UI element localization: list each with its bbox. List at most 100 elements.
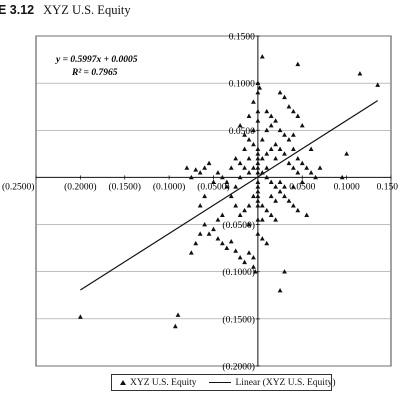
data-point-142 <box>246 113 252 118</box>
y-tick-label-1: 0.1000 <box>229 80 255 90</box>
data-point-44 <box>277 89 283 95</box>
data-point-47 <box>295 113 301 118</box>
data-point-56 <box>264 174 270 180</box>
data-point-67 <box>255 217 261 222</box>
data-point-33 <box>282 132 287 137</box>
x-tick-label-7: 0.150 <box>377 182 399 192</box>
data-point-7 <box>255 80 261 85</box>
data-point-48 <box>273 141 279 147</box>
data-point-99 <box>242 132 247 137</box>
data-point-8 <box>206 160 212 166</box>
data-point-75 <box>211 226 216 232</box>
data-point-93 <box>264 240 270 246</box>
data-point-141 <box>264 108 270 114</box>
data-point-2 <box>172 323 178 329</box>
data-point-82 <box>219 240 225 246</box>
data-point-131 <box>339 174 345 180</box>
data-point-119 <box>277 287 283 293</box>
gridlines <box>36 35 391 367</box>
data-point-58 <box>273 184 279 189</box>
data-point-37 <box>299 160 305 166</box>
data-point-112 <box>255 203 261 208</box>
data-point-133 <box>197 203 203 208</box>
legend-item-linear: Linear (XYZ U.S. Equity) <box>197 378 336 388</box>
legend-label-series: XYZ U.S. Equity <box>130 377 197 388</box>
data-point-41 <box>317 165 323 170</box>
data-point-83 <box>224 245 230 250</box>
data-point-45 <box>286 104 292 109</box>
data-point-6 <box>375 82 381 87</box>
data-point-18 <box>228 165 234 170</box>
figure-number: E 3.12 <box>0 3 35 17</box>
x-tick-label-1: (0.2000) <box>64 181 96 192</box>
data-point-27 <box>255 89 261 95</box>
data-point-97 <box>264 165 270 170</box>
data-point-12 <box>184 165 190 170</box>
data-point-95 <box>273 198 279 203</box>
tick-labels: (0.2500) (0.2000) (0.1500) (0.1000) (0.0500)… <box>2 33 398 373</box>
data-point-121 <box>251 264 256 269</box>
y-tick-label-2: 0.0500 <box>229 127 255 137</box>
data-point-136 <box>237 174 243 180</box>
regression-equation: y = 0.5997x + 0.0005 <box>55 55 138 65</box>
x-tick-label-5: 0.0500 <box>289 182 315 192</box>
data-point-134 <box>246 155 252 161</box>
data-point-36 <box>295 155 301 161</box>
data-point-118 <box>268 212 274 217</box>
data-point-68 <box>246 221 252 227</box>
data-point-84 <box>228 238 234 244</box>
data-point-105 <box>255 165 261 170</box>
data-point-51 <box>259 155 265 161</box>
x-tick-label-4: (0.0500) <box>197 181 229 192</box>
data-point-101 <box>251 141 256 147</box>
data-point-1 <box>175 312 181 317</box>
data-point-117 <box>264 207 270 213</box>
data-point-52 <box>255 160 261 166</box>
data-point-124 <box>286 160 292 166</box>
data-point-108 <box>255 184 261 189</box>
legend: XYZ U.S. Equity Linear (XYZ U.S. Equity) <box>111 374 336 391</box>
data-point-61 <box>286 198 292 203</box>
data-point-28 <box>257 85 263 90</box>
data-point-35 <box>290 146 296 151</box>
data-point-39 <box>308 170 314 175</box>
data-point-137 <box>233 184 239 189</box>
data-point-71 <box>228 193 234 199</box>
data-point-89 <box>251 254 256 260</box>
data-point-109 <box>255 188 261 194</box>
data-point-96 <box>277 179 283 184</box>
axes <box>35 35 392 367</box>
data-point-11 <box>193 167 199 172</box>
data-point-132 <box>202 193 208 199</box>
data-points <box>77 54 381 329</box>
data-point-60 <box>282 193 287 199</box>
data-point-87 <box>242 259 247 265</box>
data-point-53 <box>251 165 256 170</box>
data-point-125 <box>290 165 296 170</box>
data-point-100 <box>237 122 243 128</box>
data-point-32 <box>277 127 283 133</box>
data-point-59 <box>277 188 283 194</box>
data-point-73 <box>219 212 225 217</box>
data-point-115 <box>242 207 247 213</box>
data-point-72 <box>224 184 230 189</box>
data-point-10 <box>197 170 203 175</box>
data-point-42 <box>299 122 305 128</box>
data-point-17 <box>224 179 230 184</box>
data-point-65 <box>273 217 279 222</box>
data-point-62 <box>290 203 296 208</box>
data-point-110 <box>255 193 261 199</box>
data-point-14 <box>215 170 221 175</box>
data-point-38 <box>304 165 310 170</box>
y-tick-label-0: 0.1500 <box>229 33 255 43</box>
data-point-54 <box>246 170 252 175</box>
data-point-0 <box>77 314 83 319</box>
data-point-107 <box>255 179 261 184</box>
data-point-3 <box>259 54 265 59</box>
data-point-103 <box>255 151 261 156</box>
data-point-128 <box>290 184 296 189</box>
data-point-113 <box>251 193 256 199</box>
data-point-69 <box>237 212 243 217</box>
data-point-50 <box>264 151 270 156</box>
